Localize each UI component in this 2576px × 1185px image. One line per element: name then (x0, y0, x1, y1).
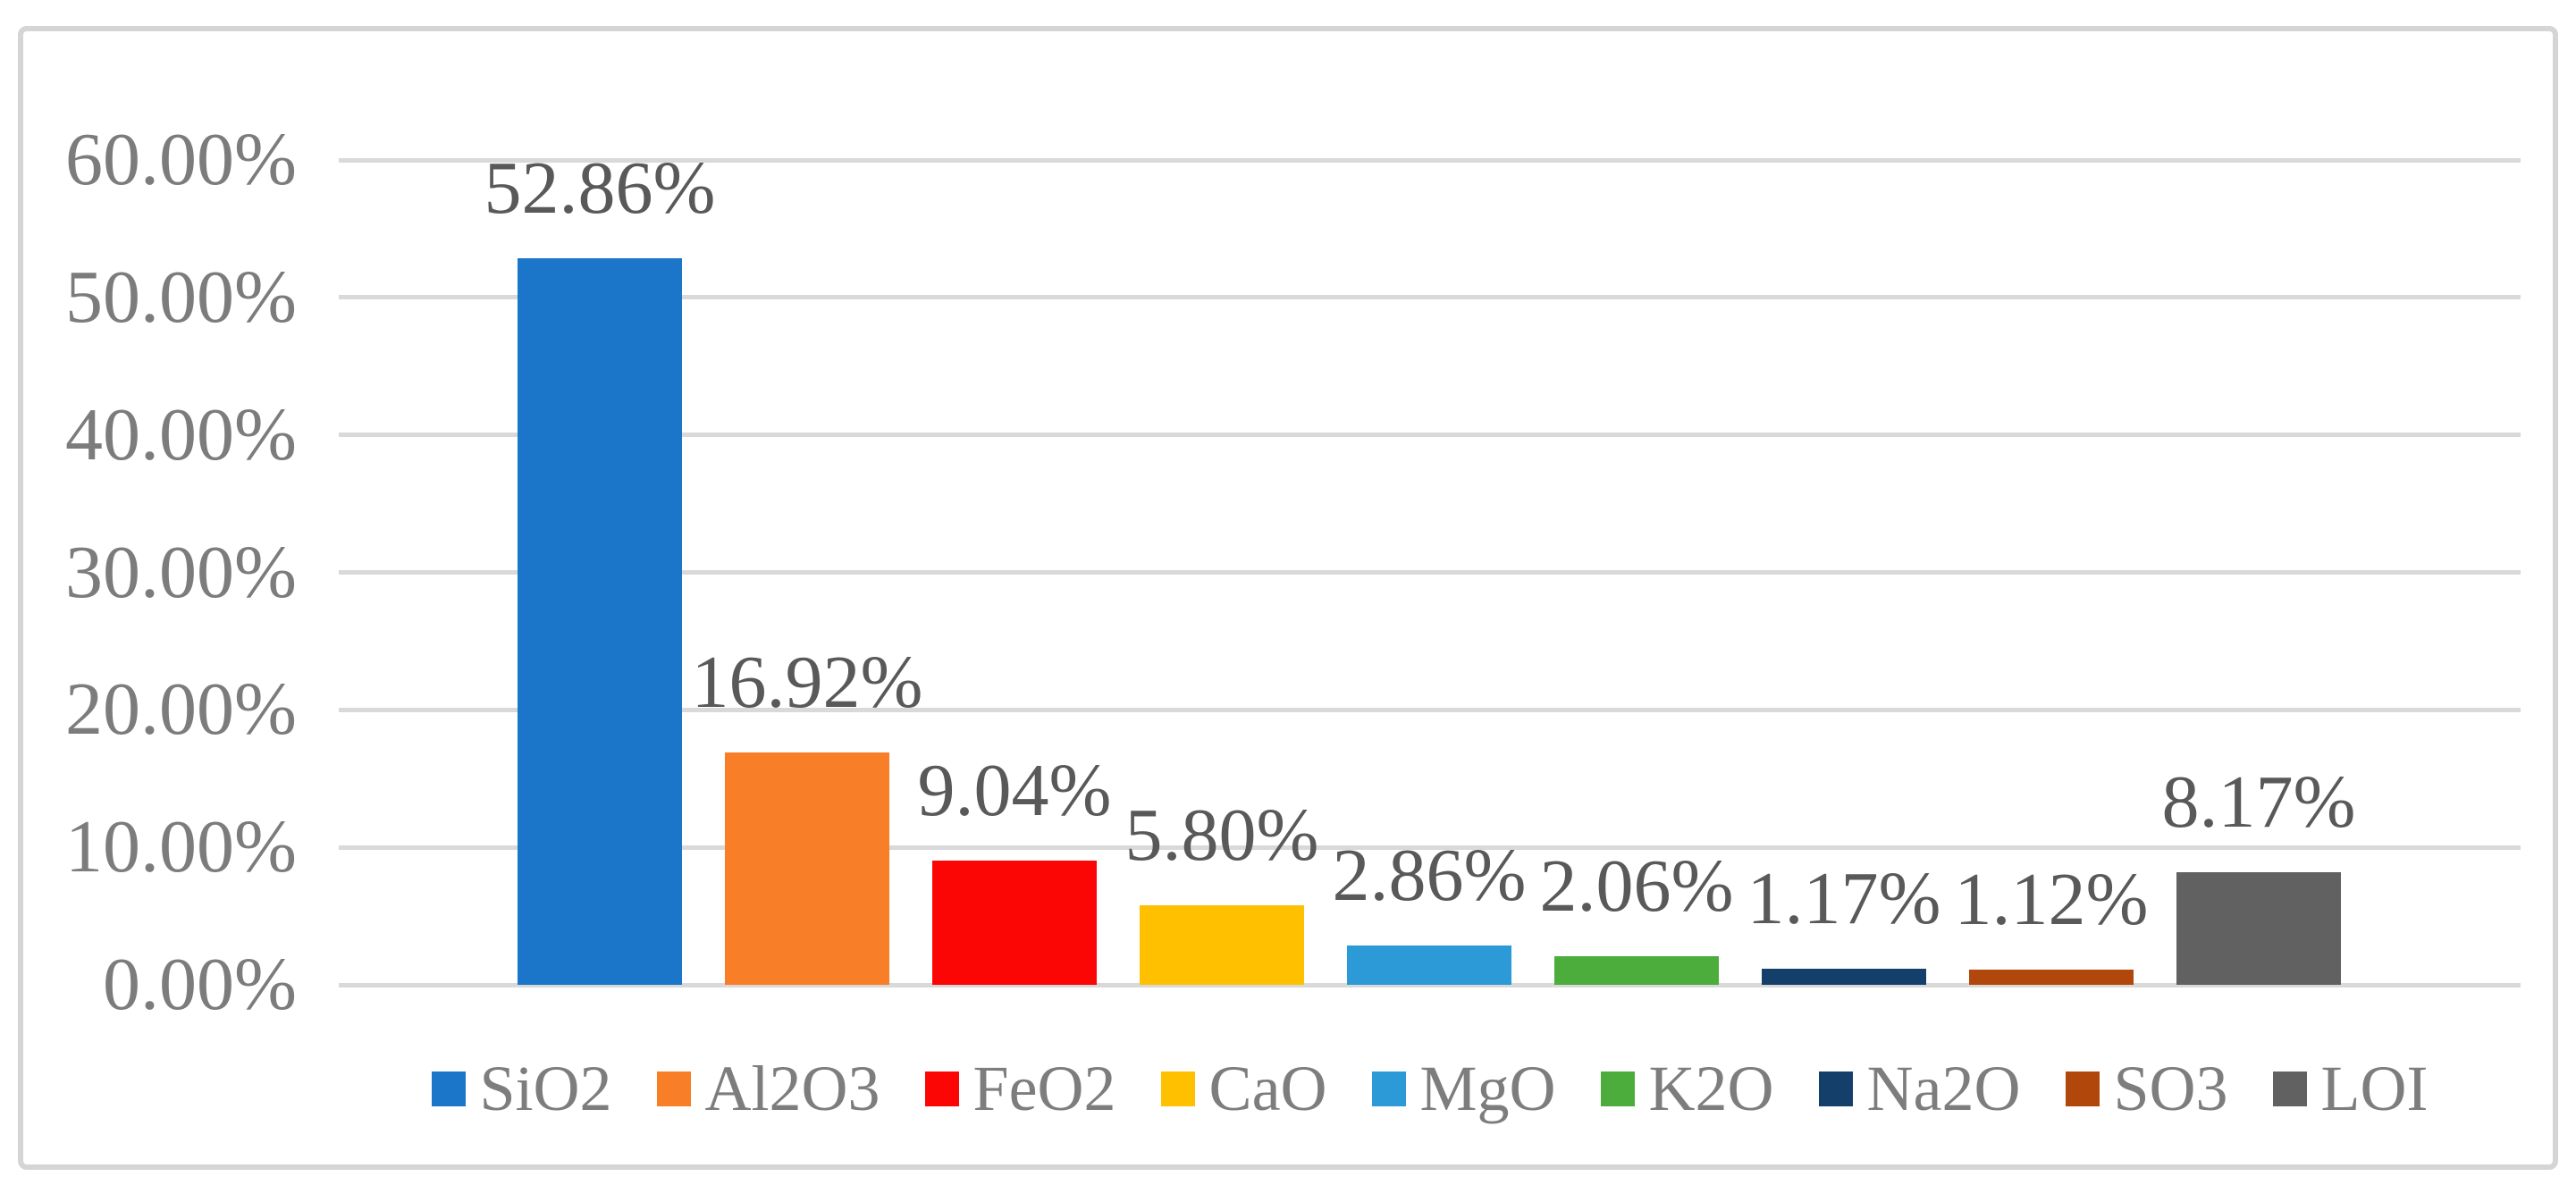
legend-marker-icon (924, 1071, 959, 1106)
bar-data-label: 5.80% (1124, 794, 1319, 877)
legend-item-LOI: LOI (2272, 1053, 2429, 1124)
y-axis-label: 40.00% (65, 392, 297, 476)
bar-data-label: 16.92% (691, 641, 923, 724)
legend-marker-icon (1600, 1071, 1635, 1106)
legend-item-FeO2: FeO2 (924, 1053, 1116, 1124)
bar-data-label: 1.17% (1747, 857, 1941, 940)
legend-label: LOI (2320, 1053, 2429, 1124)
y-axis-label: 50.00% (65, 255, 297, 339)
bar-Na2O (1762, 969, 1926, 985)
gridline (339, 433, 2521, 438)
legend-marker-icon (1371, 1071, 1406, 1106)
legend-label: Na2O (1866, 1053, 2021, 1124)
legend-marker-icon (2272, 1071, 2307, 1106)
gridline (339, 707, 2521, 712)
bar-MgO (1347, 945, 1511, 985)
bar-Al2O3 (725, 752, 889, 985)
legend-item-SO3: SO3 (2065, 1053, 2228, 1124)
legend-item-MgO: MgO (1371, 1053, 1556, 1124)
legend-marker-icon (1160, 1071, 1195, 1106)
legend: SiO2 Al2O3 FeO2 CaO MgO K2O Na2O SO3 LOI (339, 1048, 2521, 1129)
bar-data-label: 2.06% (1539, 845, 1734, 928)
bar-LOI (2176, 872, 2341, 985)
legend-marker-icon (656, 1071, 691, 1106)
gridline (339, 295, 2521, 300)
gridline (339, 157, 2521, 163)
gridline (339, 845, 2521, 850)
chart-border (18, 26, 2558, 1170)
legend-marker-icon (2065, 1071, 2100, 1106)
bar-SiO2 (518, 258, 682, 985)
bar-K2O (1554, 956, 1719, 985)
bar-data-label: 1.12% (1954, 858, 2149, 941)
legend-label: SiO2 (479, 1053, 612, 1124)
bar-data-label: 52.86% (484, 147, 716, 230)
y-axis-label: 0.00% (103, 943, 297, 1026)
bar-data-label: 8.17% (2161, 761, 2356, 844)
legend-label: Al2O3 (704, 1053, 880, 1124)
bar-FeO2 (932, 861, 1097, 985)
legend-item-Na2O: Na2O (1818, 1053, 2021, 1124)
legend-label: CaO (1208, 1053, 1327, 1124)
y-axis-label: 10.00% (65, 805, 297, 889)
y-axis-label: 30.00% (65, 530, 297, 614)
legend-item-SiO2: SiO2 (431, 1053, 612, 1124)
legend-label: MgO (1419, 1053, 1556, 1124)
legend-marker-icon (1818, 1071, 1853, 1106)
gridline (339, 570, 2521, 575)
gridline (339, 982, 2521, 988)
bar-CaO (1140, 905, 1304, 985)
bar-data-label: 9.04% (917, 749, 1112, 832)
legend-marker-icon (431, 1071, 466, 1106)
bar-SO3 (1969, 970, 2134, 985)
y-axis-label: 60.00% (65, 118, 297, 201)
legend-label: FeO2 (972, 1053, 1116, 1124)
legend-item-CaO: CaO (1160, 1053, 1327, 1124)
legend-item-Al2O3: Al2O3 (656, 1053, 880, 1124)
bar-data-label: 2.86% (1332, 834, 1527, 917)
y-axis-label: 20.00% (65, 668, 297, 752)
legend-label: K2O (1648, 1053, 1774, 1124)
legend-item-K2O: K2O (1600, 1053, 1774, 1124)
legend-label: SO3 (2113, 1053, 2228, 1124)
